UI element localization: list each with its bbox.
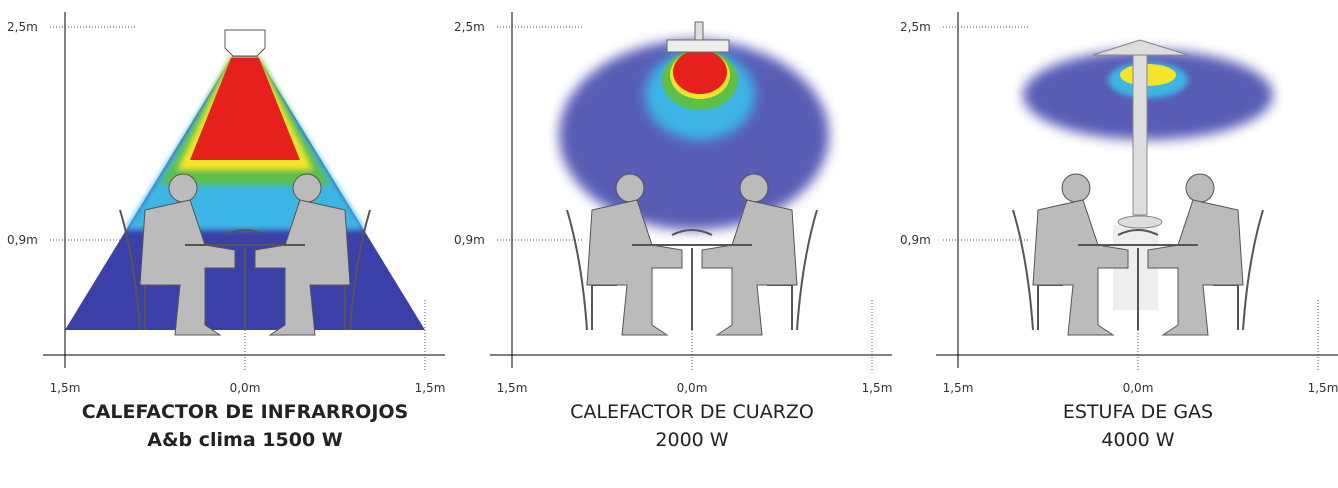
heater — [666, 39, 730, 53]
heat-zone — [1120, 64, 1176, 86]
body — [254, 199, 351, 336]
heat-map — [559, 21, 829, 230]
head — [739, 173, 769, 203]
table — [185, 229, 305, 330]
heater — [224, 29, 266, 57]
x-label: 1,5m — [50, 381, 81, 395]
person — [701, 173, 818, 336]
heater — [694, 21, 704, 41]
head — [615, 173, 645, 203]
body — [701, 199, 798, 336]
caption: 2000 W — [655, 429, 728, 451]
heater-foot — [1117, 215, 1163, 229]
y-label: 2,5m — [900, 20, 931, 34]
body — [139, 199, 236, 336]
table — [632, 229, 752, 330]
x-label: 0,0m — [677, 381, 708, 395]
head — [1061, 173, 1091, 203]
caption: CALEFACTOR DE INFRARROJOS — [82, 401, 409, 423]
y-label: 2,5m — [454, 20, 485, 34]
y-label: 0,9m — [454, 233, 485, 247]
heat-map — [1023, 39, 1273, 310]
head — [292, 173, 322, 203]
x-label: 0,0m — [230, 381, 261, 395]
person — [119, 173, 236, 336]
person — [254, 173, 371, 336]
caption: 4000 W — [1101, 429, 1174, 451]
x-label: 1,5m — [497, 381, 528, 395]
person — [1147, 173, 1264, 336]
y-label: 0,9m — [7, 233, 38, 247]
heat-zone — [673, 50, 727, 94]
caption: A&b clima 1500 W — [147, 429, 343, 451]
heater-pole — [1132, 54, 1148, 216]
heat-zone — [190, 58, 300, 160]
y-label: 2,5m — [7, 20, 38, 34]
body — [1032, 199, 1129, 336]
caption: ESTUFA DE GAS — [1063, 401, 1213, 423]
head — [168, 173, 198, 203]
person — [1012, 173, 1129, 336]
x-label: 1,5m — [415, 381, 446, 395]
x-label: 1,5m — [862, 381, 893, 395]
body — [586, 199, 683, 336]
head — [1185, 173, 1215, 203]
y-label: 0,9m — [900, 233, 931, 247]
caption: CALEFACTOR DE CUARZO — [570, 401, 814, 423]
x-label: 1,5m — [943, 381, 974, 395]
heater-cap — [1092, 39, 1189, 56]
person — [566, 173, 683, 336]
x-label: 0,0m — [1123, 381, 1154, 395]
body — [1147, 199, 1244, 336]
x-label: 1,5m — [1308, 381, 1338, 395]
table — [1078, 229, 1198, 330]
